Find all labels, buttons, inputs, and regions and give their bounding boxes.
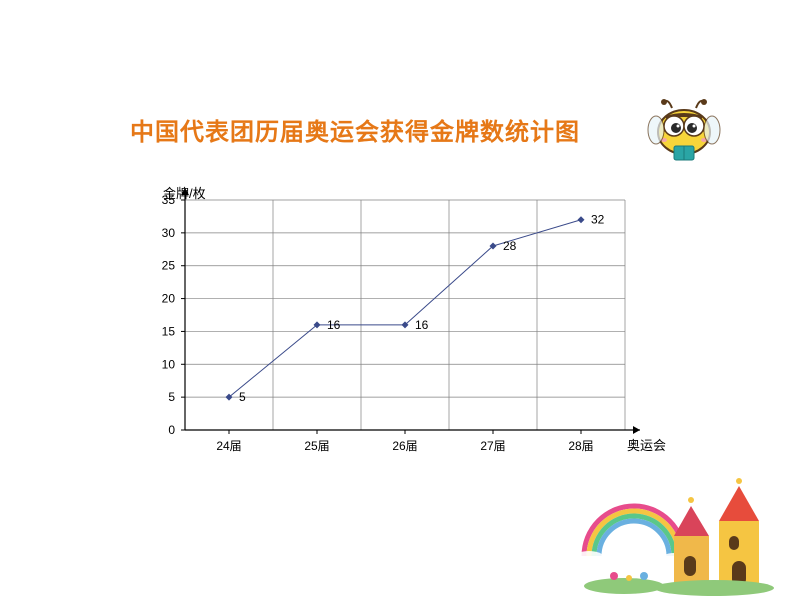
svg-text:5: 5	[168, 390, 175, 404]
svg-text:0: 0	[168, 423, 175, 437]
bee-icon	[644, 90, 724, 170]
castle-icon	[574, 476, 774, 596]
svg-text:16: 16	[415, 318, 429, 332]
svg-text:5: 5	[239, 390, 246, 404]
svg-text:28: 28	[503, 239, 517, 253]
svg-text:28届: 28届	[568, 439, 593, 453]
svg-text:10: 10	[162, 357, 176, 371]
svg-text:26届: 26届	[392, 439, 417, 453]
svg-text:金牌/枚: 金牌/枚	[163, 186, 206, 201]
svg-text:16: 16	[327, 318, 341, 332]
chart-title: 中国代表团历届奥运会获得金牌数统计图	[130, 112, 580, 147]
line-chart: 0510152025303524届25届26届27届28届金牌/枚奥运会5161…	[130, 180, 670, 460]
svg-text:奥运会: 奥运会	[627, 438, 666, 453]
svg-text:24届: 24届	[216, 439, 241, 453]
svg-text:32: 32	[591, 213, 605, 227]
svg-text:30: 30	[162, 226, 176, 240]
svg-text:25届: 25届	[304, 439, 329, 453]
chart-svg: 0510152025303524届25届26届27届28届金牌/枚奥运会5161…	[130, 180, 670, 480]
svg-text:15: 15	[162, 324, 176, 338]
svg-text:25: 25	[162, 259, 176, 273]
svg-text:27届: 27届	[480, 439, 505, 453]
svg-text:20: 20	[162, 292, 176, 306]
